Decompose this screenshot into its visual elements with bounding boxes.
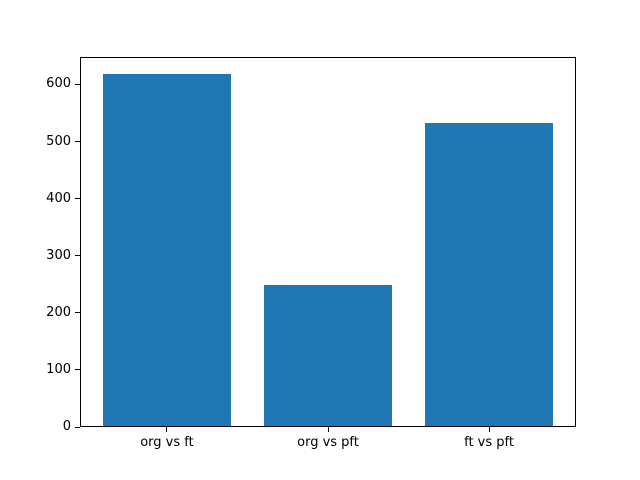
- y-tick-mark: [75, 426, 80, 428]
- y-tick-label: 100: [46, 361, 71, 377]
- x-tick-label: ft vs pft: [464, 435, 514, 450]
- y-tick-label: 400: [46, 190, 71, 206]
- y-tick-mark: [75, 312, 80, 314]
- x-tick-label: org vs pft: [297, 435, 359, 450]
- bar-ft-vs-pft: [424, 123, 554, 426]
- x-tick-mark: [327, 427, 329, 432]
- y-tick-mark: [75, 141, 80, 142]
- y-tick-mark: [75, 255, 80, 257]
- y-tick-label: 600: [46, 76, 71, 92]
- y-tick-label: 200: [46, 304, 71, 320]
- y-tick-label: 500: [46, 133, 71, 149]
- x-tick-mark: [488, 427, 490, 432]
- y-tick-mark: [75, 83, 80, 85]
- bar-org-vs-pft: [263, 284, 393, 426]
- x-tick-mark: [166, 427, 168, 432]
- y-tick-mark: [75, 198, 80, 200]
- x-tick-label: org vs ft: [140, 435, 194, 450]
- y-tick-mark: [75, 369, 80, 371]
- plot-area: [80, 57, 576, 427]
- y-tick-label: 300: [46, 247, 71, 263]
- y-tick-label: 0: [62, 419, 71, 434]
- bar-org-vs-ft: [102, 73, 232, 426]
